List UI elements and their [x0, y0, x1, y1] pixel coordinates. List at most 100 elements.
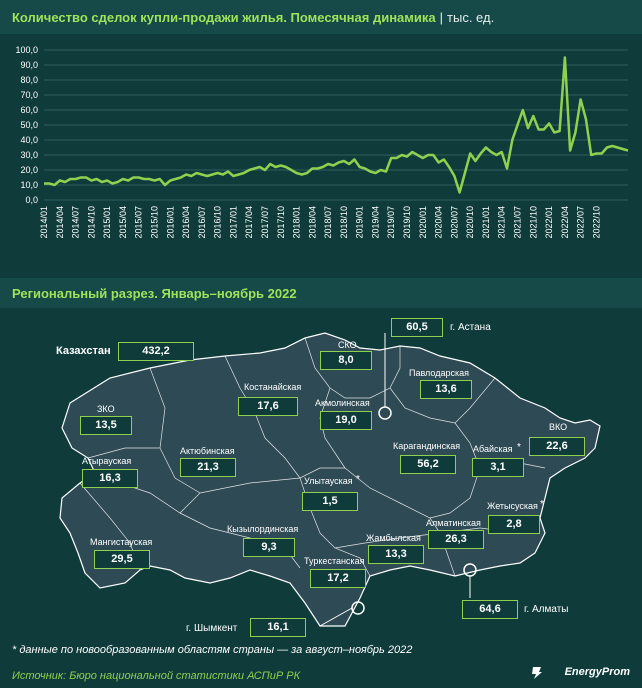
region-value-zhambyl: 13,3 [368, 545, 424, 564]
x-tick-label: 2014/04 [55, 206, 65, 239]
y-tick-label: 60,0 [20, 105, 38, 115]
x-tick-label: 2021/01 [481, 206, 491, 239]
x-tick-label: 2021/07 [513, 206, 523, 239]
x-tick-label: 2019/07 [386, 206, 396, 239]
y-tick-label: 90,0 [20, 60, 38, 70]
x-tick-label: 2018/01 [292, 206, 302, 239]
y-tick-label: 70,0 [20, 90, 38, 100]
region-label-atyrau: Атырауская [82, 456, 132, 466]
x-tick-label: 2016/04 [181, 206, 191, 239]
series-line [44, 56, 629, 194]
region-label-zko: ЗКО [97, 404, 115, 414]
x-tick-label: 2014/10 [86, 206, 96, 239]
brand-logo: EnergyProm [564, 666, 630, 678]
region-value-kyzylorda: 9,3 [243, 538, 295, 557]
x-axis: 2014/01 2014/04 2014/07 2014/10 2015/01 2015/… [39, 206, 601, 239]
x-tick-label: 2016/01 [165, 206, 175, 239]
x-tick-label: 2018/10 [339, 206, 349, 239]
y-tick-label: 0,0 [25, 195, 38, 205]
unit-label: тыс. ед. [447, 10, 495, 25]
kazakhstan-label: Казахстан [56, 345, 111, 357]
x-tick-label: 2021/10 [528, 206, 538, 239]
region-label-akmola: Акмолинская [315, 398, 370, 408]
y-tick-label: 50,0 [20, 120, 38, 130]
y-axis: 0,0 10,0 20,0 30,0 40,0 50,0 60,0 70,0 80,0 90,0 1… [15, 45, 38, 205]
x-tick-label: 2015/07 [134, 206, 144, 239]
region-label-karaganda: Карагандинская [393, 441, 461, 451]
region-value-aktobe: 21,3 [180, 458, 236, 477]
x-tick-label: 2022/07 [576, 206, 586, 239]
region-value-astana: 60,5 [391, 318, 443, 337]
x-tick-label: 2015/10 [149, 206, 159, 239]
y-tick-label: 40,0 [20, 135, 38, 145]
footnote: * данные по новообразованным областям ст… [12, 644, 413, 656]
map-outline [59, 332, 601, 627]
region-label-kyzylorda: Кызылординская [227, 524, 299, 534]
region-value-mangystau: 29,5 [94, 550, 150, 569]
region-label-zhambyl: Жамбылская [366, 533, 421, 543]
regional-title-bar: Региональный разрез. Январь–ноябрь 2022 [0, 278, 642, 308]
x-tick-label: 2022/01 [544, 206, 554, 239]
region-value-akmola: 19,0 [320, 411, 372, 430]
region-label-almaty-region: Алматинская [426, 518, 481, 528]
region-label-abay: Абайская [473, 444, 513, 454]
x-tick-label: 2020/01 [418, 206, 428, 239]
x-tick-label: 2018/07 [323, 206, 333, 239]
region-value-zko: 13,5 [80, 416, 132, 435]
region-value-abay: 3,1 [472, 458, 524, 477]
region-value-zhetysu: 2,8 [488, 515, 540, 534]
new-region-marker-ulytau: * [356, 474, 360, 485]
x-tick-label: 2017/04 [244, 206, 254, 239]
x-tick-label: 2017/01 [228, 206, 238, 239]
x-tick-label: 2015/01 [102, 206, 112, 239]
x-tick-label: 2014/01 [39, 206, 49, 239]
regional-title: Региональный разрез. Январь–ноябрь 2022 [12, 286, 297, 301]
energyprom-logo-icon [532, 667, 542, 679]
region-value-karaganda: 56,2 [400, 455, 456, 474]
x-tick-label: 2019/04 [370, 206, 380, 239]
region-label-turkistan: Туркестанская [304, 556, 365, 566]
title-separator: | [439, 10, 444, 25]
y-tick-label: 30,0 [20, 150, 38, 160]
region-label-vko: ВКО [549, 422, 568, 432]
y-tick-label: 10,0 [20, 180, 38, 190]
region-label-zhetysu: Жетысуская [487, 501, 538, 511]
x-tick-label: 2016/10 [213, 206, 223, 239]
region-label-sko: СКО [338, 340, 357, 350]
x-tick-label: 2020/07 [449, 206, 459, 239]
x-tick-label: 2014/07 [71, 206, 81, 239]
new-region-marker-abay: * [517, 442, 521, 453]
source-text: Источник: Бюро национальной статистики А… [12, 670, 301, 682]
x-tick-label: 2019/10 [402, 206, 412, 239]
region-value-turkistan: 17,2 [310, 569, 366, 588]
x-tick-label: 2017/07 [260, 206, 270, 239]
chart-grid [44, 49, 628, 201]
chart-title: Количество сделок купли-продажи жилья. П… [12, 10, 495, 25]
x-tick-label: 2016/07 [197, 206, 207, 239]
region-value-almaty-region: 26,3 [428, 530, 484, 549]
x-tick-label: 2017/10 [276, 206, 286, 239]
region-label-aktobe: Актюбинская [180, 446, 235, 456]
region-value-shymkent: 16,1 [250, 618, 306, 637]
region-value-almaty-city: 64,6 [462, 600, 518, 619]
region-label-ulytau: Улытауская [304, 476, 353, 486]
x-tick-label: 2018/04 [307, 206, 317, 239]
region-value-sko: 8,0 [320, 351, 372, 370]
kazakhstan-map [59, 332, 601, 627]
x-tick-label: 2019/01 [355, 206, 365, 239]
region-label-kostanay: Костанайская [244, 382, 302, 392]
region-borders [79, 337, 546, 577]
kazakhstan-value: 432,2 [118, 342, 194, 361]
x-tick-label: 2020/04 [434, 206, 444, 239]
line-chart: 0,0 10,0 20,0 30,0 40,0 50,0 60,0 70,0 80,0 90,0 1… [15, 45, 629, 239]
y-tick-label: 20,0 [20, 165, 38, 175]
x-tick-label: 2020/10 [465, 206, 475, 239]
region-label-mangystau: Мангистауская [90, 537, 153, 547]
chart-title-bar: Количество сделок купли-продажи жилья. П… [0, 0, 642, 34]
region-label-astana: г. Астана [450, 322, 491, 333]
region-value-vko: 22,6 [529, 437, 585, 456]
region-value-atyrau: 16,3 [82, 469, 138, 488]
region-value-kostanay: 17,6 [238, 397, 298, 416]
region-label-shymkent: г. Шымкент [186, 623, 238, 634]
x-tick-label: 2015/04 [118, 206, 128, 239]
